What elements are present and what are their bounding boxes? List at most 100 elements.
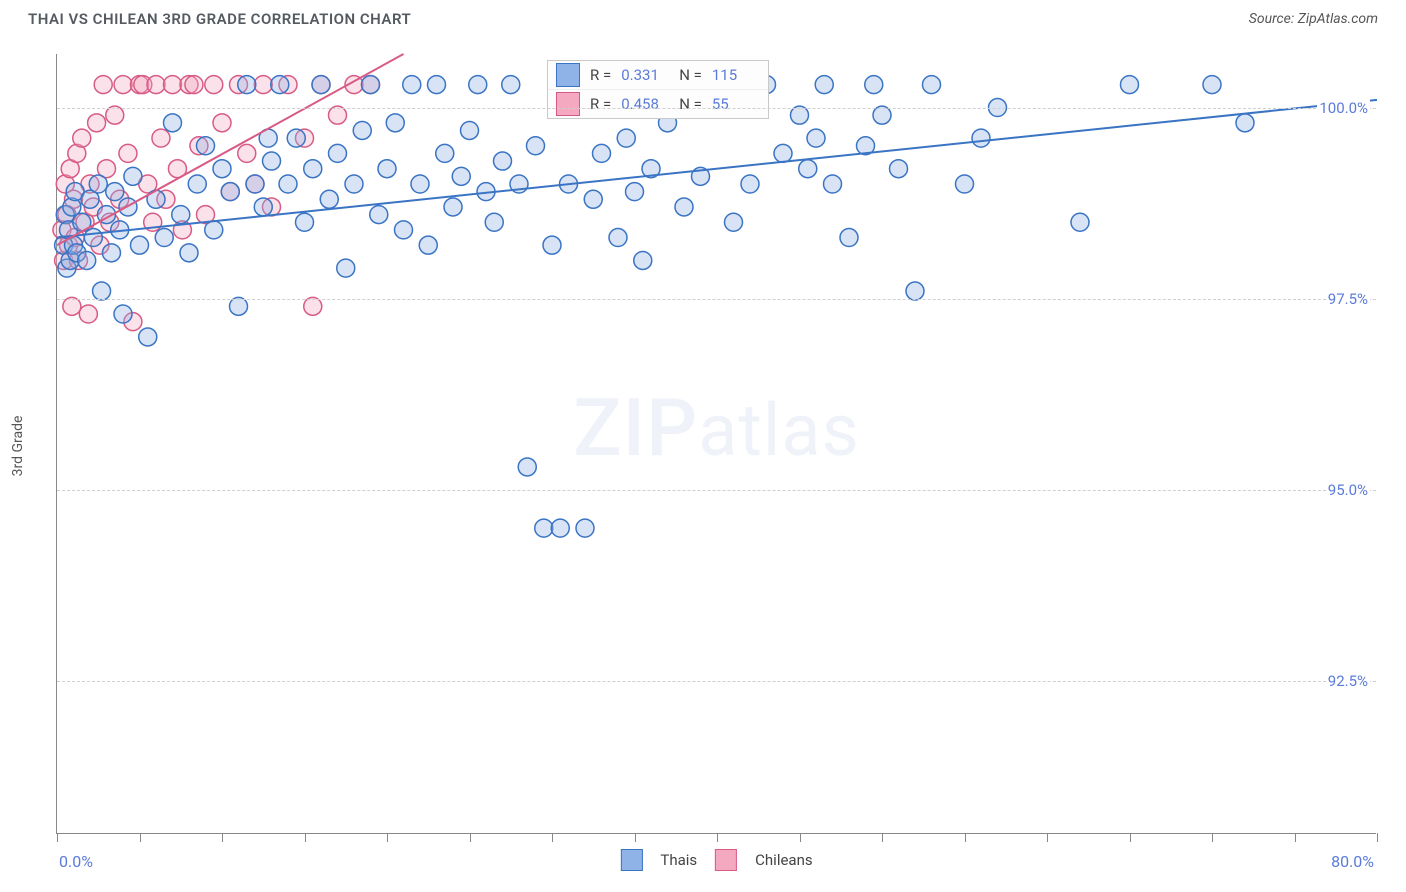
stat-row: R =0.331N =115 <box>548 61 768 89</box>
x-min-label: 0.0% <box>59 852 93 871</box>
data-point <box>411 175 429 193</box>
data-point <box>1071 213 1089 231</box>
data-point <box>213 114 231 132</box>
y-tick-label: 92.5% <box>1326 672 1370 690</box>
data-point <box>254 198 272 216</box>
data-point <box>362 76 380 94</box>
x-tick <box>387 833 388 842</box>
plot-area: ZIPatlas R =0.331N =115R =0.458N =55 Tha… <box>56 54 1376 834</box>
data-point <box>617 129 635 147</box>
stat-n-value: 115 <box>712 66 760 84</box>
gridline <box>57 299 1376 300</box>
chart-header: THAI VS CHILEAN 3RD GRADE CORRELATION CH… <box>0 0 1406 34</box>
data-point <box>378 160 396 178</box>
data-point <box>386 114 404 132</box>
data-point <box>172 206 190 224</box>
data-point <box>774 144 792 162</box>
data-point <box>230 297 248 315</box>
plot-svg <box>57 54 1376 833</box>
data-point <box>890 160 908 178</box>
data-point <box>79 305 97 323</box>
legend-label: Chileans <box>755 851 812 869</box>
x-tick <box>882 833 883 842</box>
data-point <box>485 213 503 231</box>
data-point <box>246 175 264 193</box>
legend-label: Thais <box>660 851 697 869</box>
trend-line <box>57 100 1377 238</box>
data-point <box>164 114 182 132</box>
data-point <box>824 175 842 193</box>
legend: Thais Chileans <box>620 849 812 871</box>
data-point <box>304 160 322 178</box>
data-point <box>469 76 487 94</box>
x-tick <box>470 833 471 842</box>
data-point <box>102 244 120 262</box>
data-point <box>155 229 173 247</box>
data-point <box>518 458 536 476</box>
data-point <box>419 236 437 254</box>
stat-n-value: 55 <box>712 95 760 113</box>
data-point <box>436 144 454 162</box>
data-point <box>337 259 355 277</box>
data-point <box>494 152 512 170</box>
data-point <box>114 305 132 323</box>
data-point <box>593 144 611 162</box>
data-point <box>254 76 272 94</box>
data-point <box>329 144 347 162</box>
data-point <box>164 76 182 94</box>
data-point <box>535 519 553 537</box>
data-point <box>114 76 132 94</box>
stats-box: R =0.331N =115R = 0.458 N = 55 <box>547 60 769 119</box>
data-point <box>238 76 256 94</box>
x-tick <box>57 833 58 842</box>
data-point <box>452 167 470 185</box>
x-tick <box>1130 833 1131 842</box>
stat-n-label: N = <box>679 95 702 113</box>
x-tick <box>552 833 553 842</box>
data-point <box>188 175 206 193</box>
data-point <box>213 160 231 178</box>
gridline <box>57 681 1376 682</box>
y-tick-label: 97.5% <box>1326 290 1370 308</box>
data-point <box>353 121 371 139</box>
stat-r-label: R = <box>590 66 611 84</box>
data-point <box>320 190 338 208</box>
data-point <box>675 198 693 216</box>
data-point <box>626 183 644 201</box>
data-point <box>725 213 743 231</box>
data-point <box>1236 114 1254 132</box>
data-point <box>84 229 102 247</box>
data-point <box>124 167 142 185</box>
data-point <box>221 183 239 201</box>
source-value: ZipAtlas.com <box>1298 11 1378 27</box>
data-point <box>205 76 223 94</box>
data-point <box>370 206 388 224</box>
data-point <box>197 137 215 155</box>
data-point <box>287 129 305 147</box>
data-point <box>63 297 81 315</box>
data-point <box>791 106 809 124</box>
data-point <box>428 76 446 94</box>
chart-source: Source: ZipAtlas.com <box>1249 11 1378 27</box>
data-point <box>527 137 545 155</box>
data-point <box>296 213 314 231</box>
data-point <box>185 76 203 94</box>
data-point <box>815 76 833 94</box>
x-tick <box>140 833 141 842</box>
data-point <box>88 114 106 132</box>
data-point <box>543 236 561 254</box>
data-point <box>304 297 322 315</box>
chart-title: THAI VS CHILEAN 3RD GRADE CORRELATION CH… <box>28 10 411 28</box>
stat-row: R =0.458N =55 <box>548 89 768 118</box>
data-point <box>502 76 520 94</box>
stat-r-value: 0.458 <box>621 95 669 113</box>
data-point <box>741 175 759 193</box>
data-point <box>329 106 347 124</box>
data-point <box>106 183 124 201</box>
source-label: Source: <box>1249 11 1294 27</box>
x-tick <box>800 833 801 842</box>
data-point <box>78 251 96 269</box>
data-point <box>1203 76 1221 94</box>
gridline <box>57 490 1376 491</box>
data-point <box>923 76 941 94</box>
